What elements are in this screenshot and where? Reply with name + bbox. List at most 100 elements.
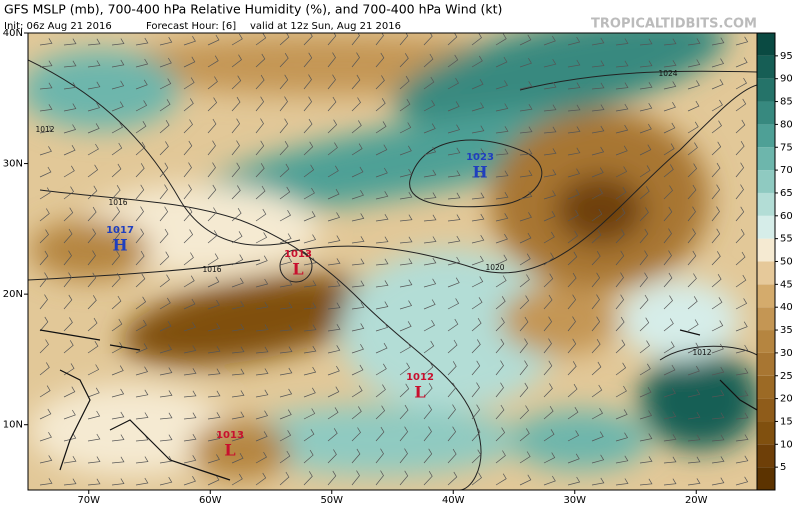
wind-barb [591, 146, 605, 156]
wind-barb [663, 122, 676, 134]
wind-barb [303, 52, 313, 68]
wind-barb [351, 213, 365, 222]
wind-barb [375, 191, 389, 200]
wind-barb [543, 273, 554, 288]
wind-barb [615, 60, 629, 68]
wind-barb [423, 123, 436, 134]
isobar-label: 1012 [692, 348, 711, 357]
wind-barb [543, 383, 553, 398]
wind-barb [135, 79, 148, 90]
wind-barb [639, 433, 653, 442]
wind-barb [687, 228, 696, 244]
wind-barb [639, 144, 652, 156]
wind-barb [111, 101, 124, 112]
lon-label: 70W [77, 495, 100, 506]
lat-label: 20N [3, 289, 23, 300]
wind-barb [471, 382, 480, 398]
wind-barb [399, 279, 413, 288]
wind-barb [87, 60, 101, 68]
wind-barb [399, 99, 411, 112]
wind-barb [423, 426, 432, 442]
wind-barb [567, 251, 578, 266]
wind-barb [591, 188, 603, 200]
wind-barb [207, 162, 216, 178]
wind-barb [495, 170, 509, 178]
colorbar-bin [757, 444, 775, 468]
wind-barb [711, 206, 720, 222]
wind-barb [111, 478, 125, 486]
wind-barb [39, 432, 52, 442]
wind-barb [327, 235, 341, 244]
colorbar-label: 20 [780, 394, 793, 405]
wind-barb [615, 229, 625, 244]
wind-barb [495, 382, 504, 398]
wind-barb [255, 368, 269, 376]
wind-barb [687, 100, 700, 112]
wind-barb [735, 476, 749, 486]
wind-barb [591, 82, 605, 90]
wind-barb [87, 185, 98, 200]
wind-barb [255, 208, 267, 222]
wind-barb [207, 118, 217, 134]
wind-barb [351, 448, 361, 464]
wind-barb [471, 170, 485, 178]
wind-barb [519, 191, 533, 200]
wind-barb [495, 192, 509, 200]
wind-barb [327, 212, 341, 222]
wind-barb [159, 321, 172, 332]
wind-barb [471, 235, 485, 244]
wind-barb [615, 187, 627, 200]
wind-barb [39, 455, 53, 464]
wind-barb [423, 53, 434, 68]
valid-time: valid at 12z Sun, Aug 21 2016 [250, 21, 401, 32]
colorbar-bin [757, 124, 775, 148]
wind-barb [63, 186, 74, 200]
wind-barb [423, 33, 433, 46]
wind-barb [39, 187, 51, 200]
wind-barb [231, 346, 245, 354]
wind-barb [687, 163, 698, 178]
wind-barb [567, 168, 581, 178]
wind-barb [87, 164, 99, 178]
wind-barb [111, 295, 122, 310]
wind-barb [543, 338, 552, 354]
wind-barb [279, 210, 291, 222]
wind-barb [639, 60, 653, 68]
wind-barb [135, 141, 146, 156]
wind-barb [183, 184, 192, 200]
isobar-label: 1016 [202, 265, 221, 274]
wind-barb [447, 170, 461, 178]
wind-barb [231, 33, 243, 46]
init-time: Init: 06z Aug 21 2016 [4, 21, 112, 32]
colorbar-bin [757, 330, 775, 353]
wind-barb [591, 104, 605, 112]
wind-barb [279, 430, 292, 442]
wind-barb [591, 125, 605, 134]
wind-barb [447, 318, 459, 332]
wind-barb [447, 124, 461, 134]
wind-barb [711, 184, 721, 200]
wind-barb [63, 250, 72, 266]
wind-barb [183, 36, 196, 46]
wind-barb [663, 60, 677, 68]
wind-barb [711, 389, 725, 398]
wind-barb [591, 361, 602, 376]
wind-barb [327, 52, 336, 68]
wind-barb [351, 166, 364, 178]
wind-barb [735, 251, 746, 266]
wind-barb [567, 36, 581, 46]
wind-barb [231, 432, 245, 442]
wind-barb [183, 229, 194, 244]
wind-barb [279, 256, 293, 266]
wind-barb [87, 38, 101, 46]
wind-barb [687, 456, 701, 464]
wind-barb [567, 230, 579, 244]
wind-barb [255, 324, 269, 332]
wind-barb [423, 448, 433, 464]
wind-barb [375, 280, 389, 288]
colorbar-label: 65 [780, 188, 793, 199]
wind-barb [495, 317, 505, 332]
wind-barb [399, 168, 413, 178]
wind-barb [567, 189, 580, 200]
